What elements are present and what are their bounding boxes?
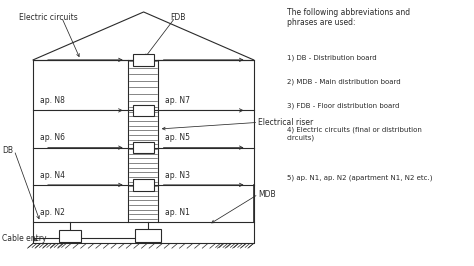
Text: 1) DB - Distribution board: 1) DB - Distribution board bbox=[287, 55, 376, 61]
Bar bbox=[133, 179, 154, 191]
Text: MDB: MDB bbox=[258, 190, 276, 199]
Text: FDB: FDB bbox=[171, 13, 186, 22]
Bar bbox=[135, 229, 161, 242]
Text: ap. N5: ap. N5 bbox=[165, 133, 191, 142]
Text: Electric circuits: Electric circuits bbox=[19, 13, 78, 22]
Text: ap. N4: ap. N4 bbox=[40, 171, 65, 180]
Bar bbox=[133, 54, 154, 66]
Text: ap. N6: ap. N6 bbox=[40, 133, 65, 142]
Text: ap. N1: ap. N1 bbox=[165, 208, 190, 217]
Text: Electrical riser: Electrical riser bbox=[258, 118, 314, 127]
Bar bbox=[133, 142, 154, 153]
Text: 4) Electric circuits (final or distribution
circuits): 4) Electric circuits (final or distribut… bbox=[287, 126, 422, 141]
Text: DB: DB bbox=[2, 146, 13, 155]
Text: Cable entry: Cable entry bbox=[2, 234, 47, 243]
Text: ap. N8: ap. N8 bbox=[40, 96, 65, 105]
Text: 3) FDB - Floor distribution board: 3) FDB - Floor distribution board bbox=[287, 102, 399, 109]
Text: The following abbreviations and
phrases are used:: The following abbreviations and phrases … bbox=[287, 8, 410, 27]
Text: ap. N7: ap. N7 bbox=[165, 96, 191, 105]
Bar bbox=[133, 105, 154, 116]
Text: ap. N2: ap. N2 bbox=[40, 208, 65, 217]
Text: 2) MDB - Main distribution board: 2) MDB - Main distribution board bbox=[287, 78, 401, 85]
Text: ap. N3: ap. N3 bbox=[165, 171, 191, 180]
Text: 5) ap. N1, ap. N2 (apartment N1, N2 etc.): 5) ap. N1, ap. N2 (apartment N1, N2 etc.… bbox=[287, 174, 432, 181]
Bar bbox=[59, 230, 81, 242]
